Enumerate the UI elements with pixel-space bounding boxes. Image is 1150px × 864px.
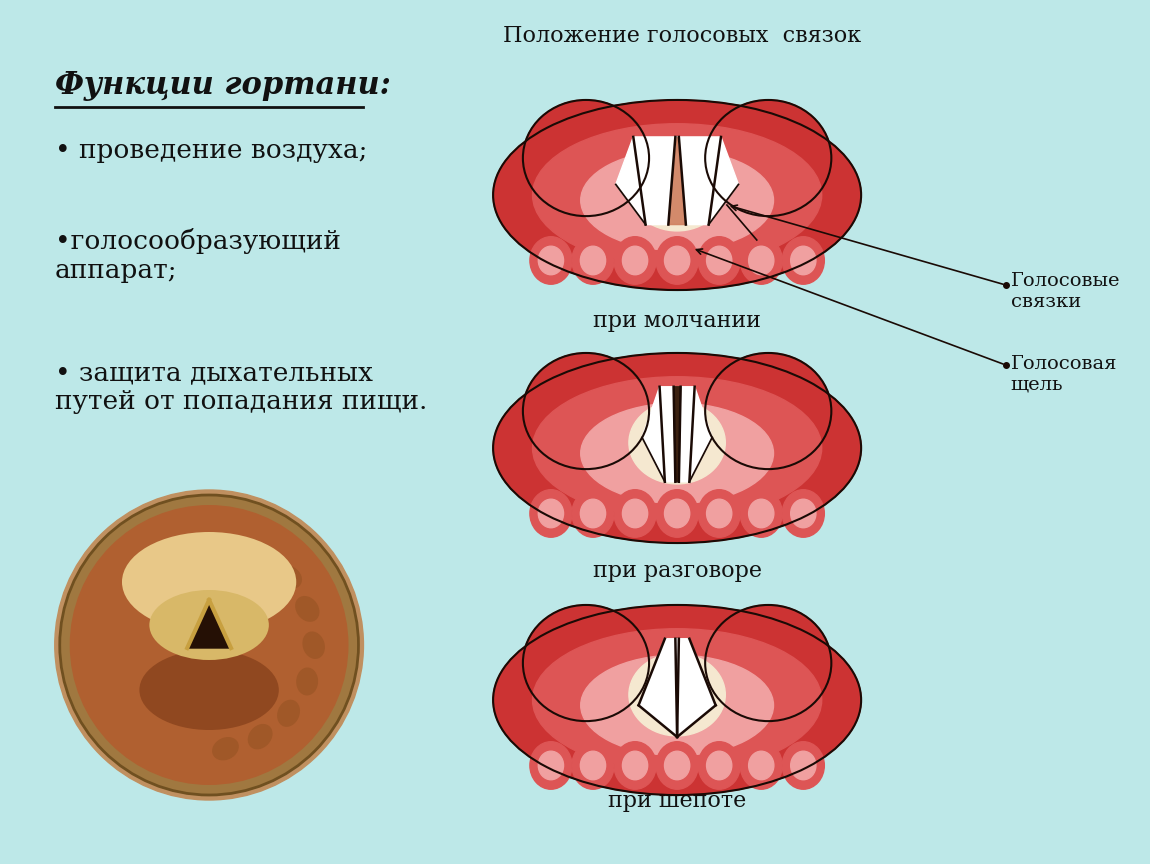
Ellipse shape <box>277 700 300 727</box>
Ellipse shape <box>741 490 782 537</box>
Ellipse shape <box>572 741 614 789</box>
Polygon shape <box>638 638 678 737</box>
Polygon shape <box>675 137 738 225</box>
Ellipse shape <box>276 565 302 589</box>
Ellipse shape <box>523 605 649 721</box>
Text: при разговоре: при разговоре <box>592 560 761 582</box>
Ellipse shape <box>212 737 239 760</box>
Ellipse shape <box>657 237 698 284</box>
Ellipse shape <box>493 100 861 290</box>
Text: Голосовая
щель: Голосовая щель <box>1011 355 1117 394</box>
Text: •голосообразующий
аппарат;: •голосообразующий аппарат; <box>55 228 340 283</box>
Ellipse shape <box>150 590 269 660</box>
Ellipse shape <box>581 499 606 528</box>
Polygon shape <box>638 638 715 737</box>
Polygon shape <box>674 387 712 482</box>
Ellipse shape <box>523 100 649 216</box>
Ellipse shape <box>622 751 647 779</box>
Text: Функции гортани:: Функции гортани: <box>55 70 391 101</box>
Ellipse shape <box>581 655 774 755</box>
Ellipse shape <box>706 751 731 779</box>
Ellipse shape <box>296 596 320 622</box>
Ellipse shape <box>622 246 647 275</box>
Ellipse shape <box>247 543 275 565</box>
Ellipse shape <box>791 751 815 779</box>
Ellipse shape <box>581 403 774 504</box>
Ellipse shape <box>782 741 825 789</box>
Ellipse shape <box>122 532 297 632</box>
Ellipse shape <box>538 246 564 275</box>
Ellipse shape <box>614 490 657 537</box>
Polygon shape <box>668 137 685 225</box>
Ellipse shape <box>706 246 731 275</box>
Ellipse shape <box>530 237 572 284</box>
Ellipse shape <box>665 246 690 275</box>
Ellipse shape <box>657 490 698 537</box>
Text: при шепоте: при шепоте <box>608 790 746 812</box>
Ellipse shape <box>706 499 731 528</box>
Ellipse shape <box>741 237 782 284</box>
Polygon shape <box>615 137 678 225</box>
Polygon shape <box>642 387 681 482</box>
Ellipse shape <box>572 490 614 537</box>
Ellipse shape <box>247 724 273 749</box>
Ellipse shape <box>581 751 606 779</box>
Ellipse shape <box>698 490 741 537</box>
Ellipse shape <box>629 653 726 736</box>
Ellipse shape <box>705 100 831 216</box>
Ellipse shape <box>749 246 774 275</box>
Ellipse shape <box>523 353 649 469</box>
Ellipse shape <box>622 499 647 528</box>
Ellipse shape <box>530 490 572 537</box>
Polygon shape <box>674 387 681 482</box>
Ellipse shape <box>493 353 861 543</box>
Text: • проведение воздуха;: • проведение воздуха; <box>55 138 367 163</box>
Circle shape <box>55 490 363 800</box>
Ellipse shape <box>614 237 657 284</box>
Text: Положение голосовых  связок: Положение голосовых связок <box>503 25 861 47</box>
Ellipse shape <box>665 499 690 528</box>
Ellipse shape <box>749 499 774 528</box>
Ellipse shape <box>705 605 831 721</box>
Ellipse shape <box>657 741 698 789</box>
Ellipse shape <box>749 751 774 779</box>
Polygon shape <box>675 638 715 737</box>
Ellipse shape <box>532 124 822 266</box>
Ellipse shape <box>139 650 278 730</box>
Ellipse shape <box>698 741 741 789</box>
Ellipse shape <box>493 605 861 795</box>
Ellipse shape <box>782 237 825 284</box>
Circle shape <box>60 495 359 795</box>
Ellipse shape <box>538 499 564 528</box>
Ellipse shape <box>530 741 572 789</box>
Circle shape <box>70 505 348 785</box>
Ellipse shape <box>302 632 325 659</box>
Polygon shape <box>187 600 231 648</box>
Ellipse shape <box>581 150 774 251</box>
Ellipse shape <box>705 353 831 469</box>
Ellipse shape <box>581 246 606 275</box>
Ellipse shape <box>791 246 815 275</box>
Ellipse shape <box>629 402 726 484</box>
Ellipse shape <box>665 751 690 779</box>
Ellipse shape <box>538 751 564 779</box>
Ellipse shape <box>532 377 822 519</box>
Ellipse shape <box>614 741 657 789</box>
Ellipse shape <box>741 741 782 789</box>
Ellipse shape <box>791 499 815 528</box>
Ellipse shape <box>698 237 741 284</box>
Text: при молчании: при молчании <box>593 310 761 332</box>
Ellipse shape <box>782 490 825 537</box>
Ellipse shape <box>297 668 319 696</box>
Ellipse shape <box>532 629 822 772</box>
Ellipse shape <box>572 237 614 284</box>
Text: Голосовые
связки: Голосовые связки <box>1011 272 1120 311</box>
Text: • защита дыхательных
путей от попадания пищи.: • защита дыхательных путей от попадания … <box>55 360 427 414</box>
Ellipse shape <box>629 149 726 231</box>
